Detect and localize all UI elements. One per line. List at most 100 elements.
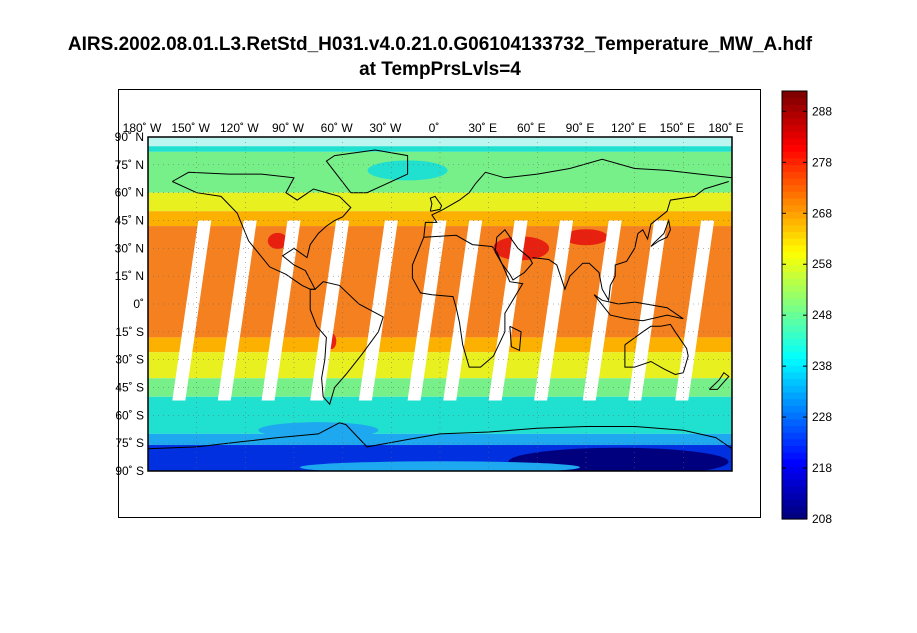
coastline: [309, 281, 384, 406]
swath-gaps: [148, 137, 732, 401]
swath-gap: [358, 220, 398, 401]
coastline: [509, 325, 522, 352]
colorbar-segment: [782, 164, 807, 172]
colorbar-segment: [782, 151, 807, 159]
coastline: [593, 294, 684, 322]
colorbar-segment: [782, 345, 807, 353]
colorbar-segment: [782, 91, 807, 99]
coastline: [429, 195, 443, 212]
colorbar-segment: [782, 124, 807, 132]
lat-tick-label: 60˚ N: [115, 186, 144, 200]
colorbar-segment: [782, 238, 807, 246]
colorbar-segment: [782, 278, 807, 286]
colorbar-segment: [782, 371, 807, 380]
colorbar-segment: [782, 351, 807, 360]
colorbar-segment: [782, 157, 807, 166]
colorbar: 208 218 228 238 248 258 268 278 288: [781, 90, 832, 526]
colorbar-segment: [782, 405, 807, 413]
colorbar-segment: [782, 385, 807, 393]
lon-tick-label: 90˚ W: [272, 121, 305, 135]
longitude-labels: 180˚ W 150˚ W 120˚ W 90˚ W 60˚ W 30˚ W 0˚ 30˚ …: [123, 121, 744, 135]
lat-tick-label: 45˚ N: [115, 214, 144, 228]
swath-gap: [675, 220, 715, 401]
colorbar-segment: [782, 251, 807, 259]
coastline: [708, 371, 730, 390]
colorbar-tick-label: 208: [812, 512, 832, 526]
coastlines: [148, 149, 732, 450]
colorbar-segment: [782, 398, 807, 406]
colorbar-segment: [782, 478, 807, 487]
colorbar-segment: [782, 498, 807, 507]
chart-title-line2: at TempPrsLvls=4: [359, 59, 521, 80]
colorbar-tick-label: 218: [812, 461, 832, 475]
colorbar-segment: [782, 438, 807, 447]
latitude-labels: 90˚ N 75˚ N 60˚ N 45˚ N 30˚ N 15˚ N 0˚ 15˚ S 30…: [115, 130, 144, 478]
colorbar-segment: [782, 104, 807, 112]
coastline: [494, 229, 534, 281]
colorbar-segment: [782, 512, 807, 520]
colorbar-segment: [782, 365, 807, 373]
swath-gap: [407, 220, 447, 401]
colorbar-segment: [782, 298, 807, 306]
colorbar-segment: [782, 318, 807, 326]
colorbar-segment: [782, 171, 807, 179]
lat-tick-label: 60˚ S: [115, 408, 144, 422]
lat-tick-label: 30˚ S: [115, 353, 144, 367]
colorbar-segment: [782, 117, 807, 126]
swath-gap: [582, 220, 622, 401]
chart-title-line1: AIRS.2002.08.01.L3.RetStd_H031.v4.0.21.0…: [67, 34, 813, 55]
colorbar-segment: [782, 111, 807, 119]
colorbar-segment: [782, 485, 807, 493]
cold-patch: [300, 461, 580, 471]
colorbar-segment: [782, 445, 807, 453]
lat-tick-label: 15˚ N: [115, 269, 144, 283]
colorbar-segment: [782, 458, 807, 467]
lon-tick-label: 30˚ E: [468, 121, 497, 135]
coastline: [172, 171, 352, 290]
colorbar-tick-label: 268: [812, 206, 832, 220]
colorbar-segment: [782, 472, 807, 480]
colorbar-segment: [782, 311, 807, 319]
colorbar-segment: [782, 144, 807, 152]
colorbar-segment: [782, 191, 807, 199]
lon-tick-label: 120˚ W: [220, 121, 259, 135]
colorbar-segment: [782, 331, 807, 340]
colorbar-tick-label: 258: [812, 257, 832, 271]
lat-tick-label: 75˚ S: [115, 436, 144, 450]
lon-tick-label: 180˚ W: [123, 121, 162, 135]
colorbar-segment: [782, 358, 807, 366]
colorbar-segment: [782, 258, 807, 266]
lon-tick-label: 180˚ E: [708, 121, 743, 135]
hot-spot: [267, 232, 288, 249]
coastline: [148, 422, 732, 450]
colorbar-segment: [782, 291, 807, 299]
swath-gap: [534, 220, 574, 401]
polar-gap: [148, 137, 732, 147]
colorbar-segment: [782, 378, 807, 386]
colorbar-segment: [782, 425, 807, 433]
colorbar-tick-label: 278: [812, 155, 832, 169]
colorbar-segment: [782, 271, 807, 279]
lat-tick-label: 90˚ S: [115, 464, 144, 478]
lon-tick-label: 150˚ E: [660, 121, 695, 135]
swath-gap: [488, 220, 528, 401]
colorbar-tick-label: 248: [812, 308, 832, 322]
swath-gap: [261, 220, 301, 401]
temperature-band: [148, 337, 732, 353]
colorbar-segment: [782, 224, 807, 233]
lon-tick-label: 90˚ E: [566, 121, 595, 135]
lat-tick-label: 90˚ N: [115, 130, 144, 144]
coastline: [532, 181, 729, 302]
colorbar-segment: [782, 204, 807, 212]
lat-tick-label: 30˚ N: [115, 241, 144, 255]
swath-gap: [443, 220, 483, 401]
colorbar-segment: [782, 284, 807, 293]
lon-tick-label: 60˚ W: [321, 121, 354, 135]
colorbar-segment: [782, 231, 807, 239]
colorbar-segment: [782, 338, 807, 346]
swath-gap: [628, 220, 668, 401]
colorbar-segment: [782, 244, 807, 253]
colorbar-tick-label: 238: [812, 359, 832, 373]
lon-tick-label: 0˚: [429, 121, 440, 135]
swath-gap: [172, 220, 212, 401]
